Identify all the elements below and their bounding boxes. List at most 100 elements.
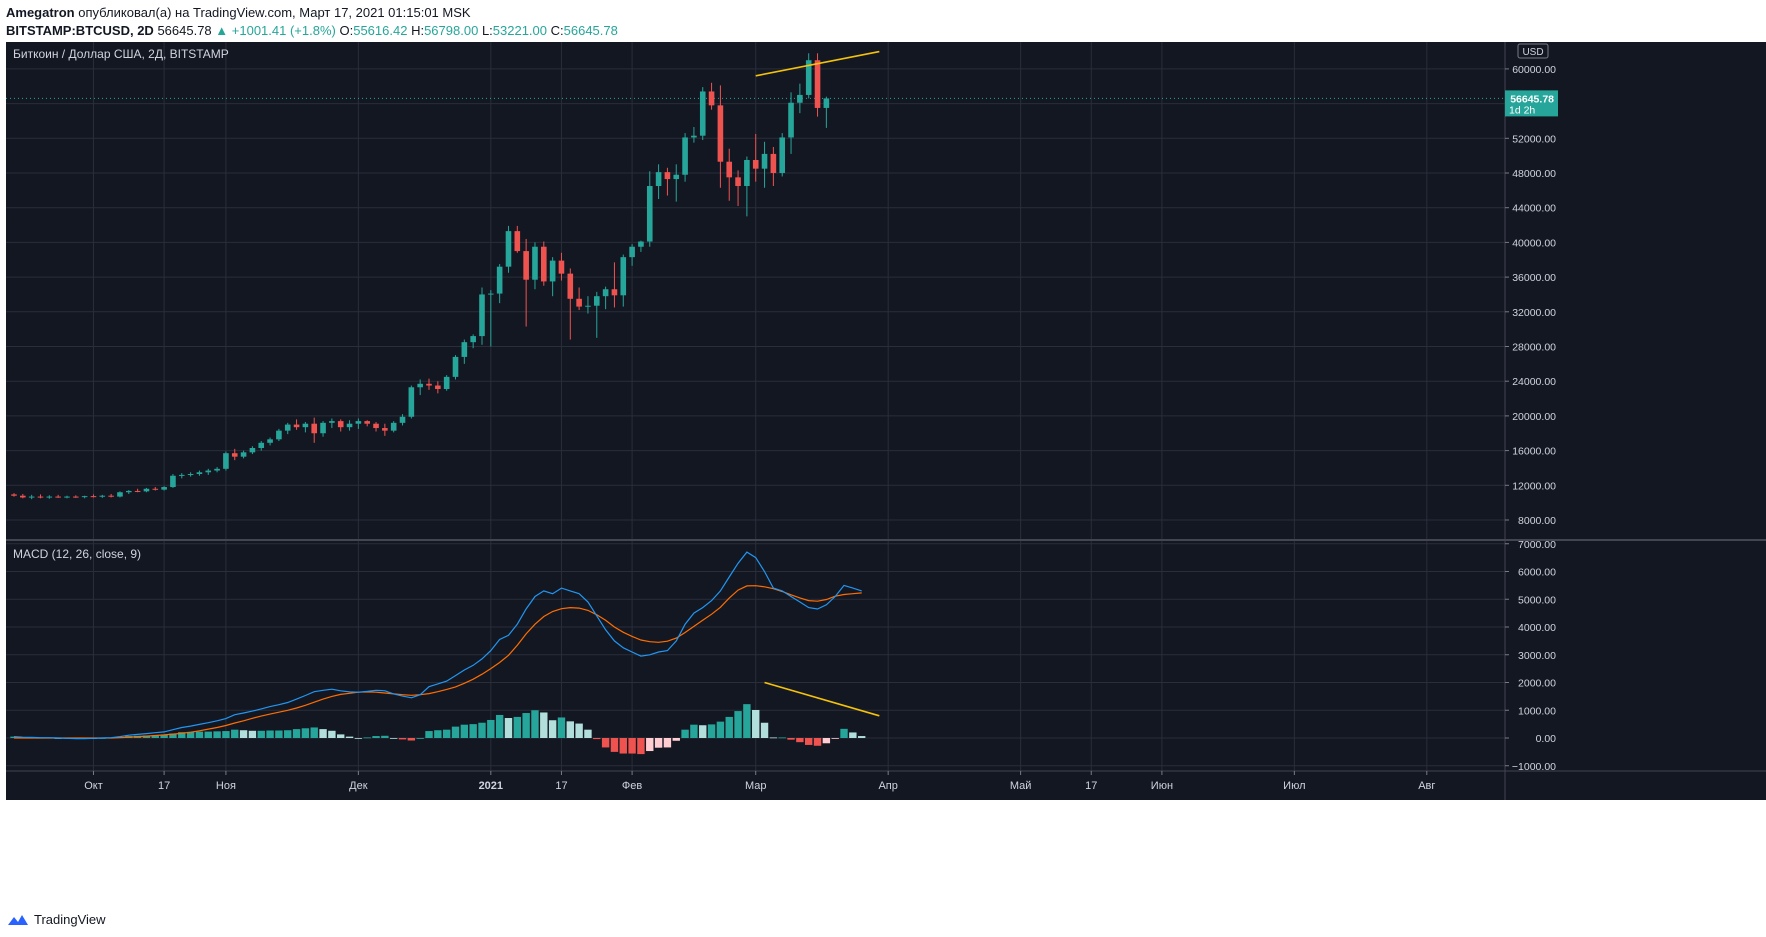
histogram-bar: [195, 731, 204, 738]
histogram-bar: [672, 738, 680, 741]
histogram-bar: [478, 722, 486, 738]
candle-body: [417, 383, 423, 388]
histogram-bar: [593, 738, 601, 740]
histogram-bar: [301, 728, 310, 738]
macd-tick-label: 0.00: [1536, 733, 1557, 745]
candle-body: [81, 496, 88, 498]
histogram-bar: [284, 730, 292, 738]
histogram-bar: [416, 738, 424, 739]
candle-body: [699, 91, 706, 136]
histogram-bar: [425, 731, 433, 738]
candle-body: [346, 423, 353, 428]
candle-body: [267, 439, 273, 443]
candle-body: [770, 153, 777, 173]
high-label: H:: [411, 23, 425, 38]
candle-body: [143, 488, 150, 492]
signal-line: [14, 585, 862, 739]
candle-body: [223, 453, 229, 469]
histogram-bar: [319, 729, 327, 738]
candle-body: [382, 428, 388, 431]
footer-brand[interactable]: TradingView: [34, 912, 106, 927]
histogram-bar: [160, 734, 168, 738]
candle-body: [558, 260, 565, 274]
candle-body: [479, 294, 485, 337]
candle-body: [46, 496, 53, 498]
candle-body: [108, 495, 114, 497]
last-price-label: 56645.78: [1510, 93, 1554, 105]
candle-body: [435, 385, 441, 390]
histogram-bar: [663, 738, 672, 748]
price-axis-background: [1505, 42, 1766, 800]
histogram-bar: [778, 737, 786, 739]
candle-body: [496, 266, 503, 294]
price-tick-label: 12000.00: [1512, 480, 1556, 492]
candle-body: [488, 293, 494, 295]
candle-body: [549, 260, 556, 282]
histogram-bar: [619, 738, 627, 754]
histogram-bar: [699, 725, 707, 738]
candle-body: [735, 177, 741, 187]
candle-body: [187, 474, 194, 476]
candle-body: [20, 495, 26, 498]
candle-body: [452, 356, 459, 377]
histogram-bar: [222, 731, 230, 738]
candle-body: [205, 470, 212, 473]
price-tick-label: 20000.00: [1512, 411, 1556, 423]
candle-body: [178, 474, 185, 476]
macd-tick-label: 1000.00: [1518, 705, 1556, 717]
candle-body: [276, 430, 282, 440]
candle-body: [399, 416, 406, 423]
time-tick-label: 17: [1085, 780, 1097, 792]
histogram-bar: [495, 714, 504, 738]
candle-body: [64, 496, 70, 498]
candle-body: [426, 383, 432, 386]
candle-body: [37, 496, 44, 498]
histogram-bar: [310, 727, 318, 738]
candle-body: [320, 422, 326, 434]
candle-body: [664, 172, 671, 180]
candle-body: [311, 423, 318, 434]
price-tick-label: 28000.00: [1512, 342, 1556, 354]
candle-body: [708, 91, 715, 106]
histogram-bar: [460, 724, 469, 738]
macd-pane-title: MACD (12, 26, close, 9): [13, 547, 141, 561]
countdown-label: 1d 2h: [1509, 104, 1535, 116]
histogram-bar: [381, 735, 389, 738]
chart-svg[interactable]: 8000.00 12000.00 16000.00 20000.00 24000.00 2…: [0, 42, 1766, 904]
low-label: L:: [481, 23, 493, 38]
candle-body: [355, 421, 362, 424]
candle-body: [805, 60, 812, 95]
chart-area[interactable]: 8000.00 12000.00 16000.00 20000.00 24000.00 2…: [0, 42, 1766, 904]
histogram-bar: [584, 729, 592, 738]
histogram-bar: [275, 730, 283, 738]
histogram-bar: [637, 738, 645, 755]
candle-body: [302, 423, 309, 428]
candle-body: [329, 421, 335, 423]
candle-body: [717, 105, 724, 162]
candle-body: [523, 251, 529, 280]
open-label: O:: [339, 23, 354, 38]
histogram-bar: [469, 724, 477, 738]
candle-body: [691, 135, 697, 138]
candle-body: [505, 231, 512, 267]
candle-body: [373, 423, 379, 429]
histogram-bar: [487, 719, 495, 738]
candle-body: [470, 336, 476, 343]
tradingview-logo-icon: [8, 914, 28, 925]
macd-tick-label: 5000.00: [1518, 594, 1556, 606]
price-tick-label: 52000.00: [1512, 133, 1556, 145]
histogram-bar: [548, 720, 557, 738]
histogram-bar: [575, 723, 583, 738]
author-name[interactable]: Amegatron: [6, 5, 75, 20]
histogram-bar: [743, 704, 751, 738]
symbol-label: BITSTAMP:BTCUSD, 2D: [6, 23, 154, 38]
histogram-bar: [716, 721, 725, 738]
time-tick-label: Дек: [349, 780, 368, 792]
candle-body: [823, 98, 830, 108]
candle-body: [231, 453, 238, 457]
histogram-bar: [610, 738, 619, 752]
candle-body: [284, 424, 291, 431]
histogram-bar: [266, 730, 274, 738]
histogram-bar: [557, 717, 566, 738]
histogram-bar: [10, 736, 18, 738]
